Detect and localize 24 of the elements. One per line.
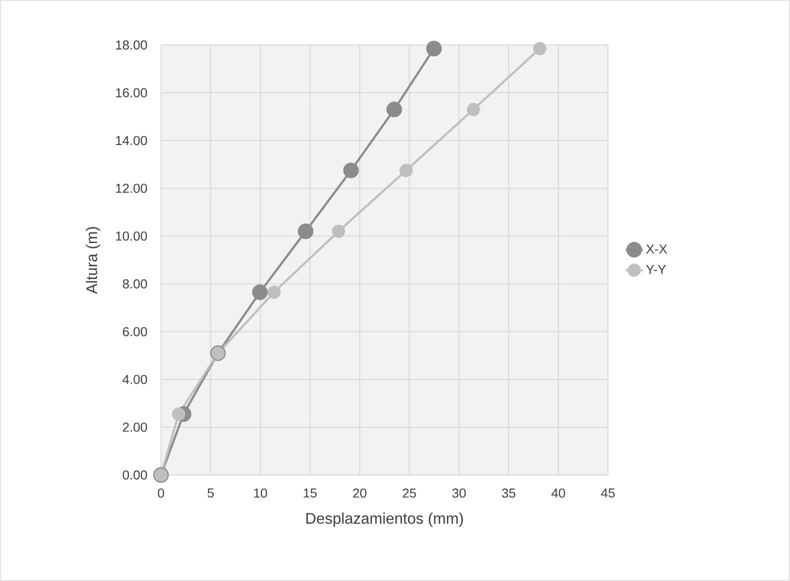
y-tick-label: 16.00 xyxy=(116,88,147,98)
legend-label: X-X xyxy=(646,244,668,254)
y-tick-label: 4.00 xyxy=(122,374,147,384)
y-tick-label: 6.00 xyxy=(122,327,147,336)
x-tick-label: 45 xyxy=(601,488,615,498)
x-tick-label: 40 xyxy=(551,488,566,498)
x-tick-label: 0 xyxy=(158,488,164,498)
y-tick-label: 10.00 xyxy=(116,232,147,241)
y-tick-label: 2.00 xyxy=(122,422,147,432)
x-tick-label: 5 xyxy=(208,488,214,498)
x-tick-label: 10 xyxy=(254,488,268,498)
x-tick-label: 25 xyxy=(402,488,416,498)
y-tick-label: 0.00 xyxy=(122,470,147,480)
x-axis-title: Desplazamientos (mm) xyxy=(306,512,463,527)
y-axis-title: Altura (m) xyxy=(86,227,100,294)
legend-label: Y-Y xyxy=(646,264,666,274)
x-tick-label: 20 xyxy=(353,488,366,498)
y-tick-label: 12.00 xyxy=(116,184,147,193)
y-tick-label: 18.00 xyxy=(116,40,147,50)
y-tick-label: 8.00 xyxy=(122,279,147,288)
y-tick-label: 14.00 xyxy=(116,136,147,146)
x-tick-label: 30 xyxy=(452,488,466,498)
x-tick-label: 35 xyxy=(502,488,516,498)
x-tick-label: 15 xyxy=(304,488,317,498)
